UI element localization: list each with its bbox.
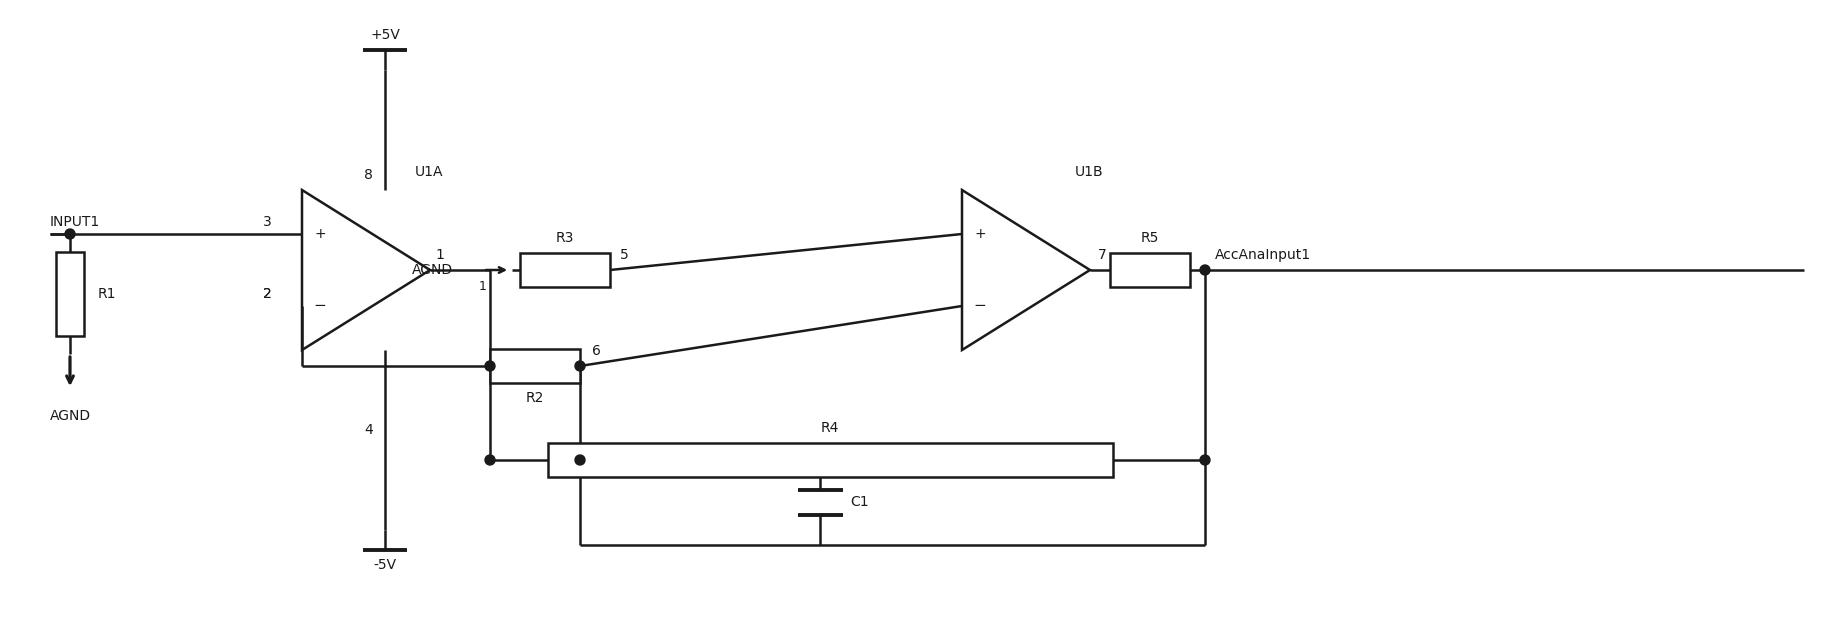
Circle shape <box>1199 455 1210 465</box>
Text: INPUT1: INPUT1 <box>50 215 101 229</box>
Text: AGND: AGND <box>413 263 453 277</box>
Text: AccAnaInput1: AccAnaInput1 <box>1214 248 1311 262</box>
Bar <box>57 252 84 336</box>
Text: R4: R4 <box>822 421 840 435</box>
Text: 1: 1 <box>479 280 488 293</box>
Text: 8: 8 <box>365 168 372 182</box>
Bar <box>1110 253 1190 287</box>
Circle shape <box>576 361 585 371</box>
Text: 1: 1 <box>435 248 444 262</box>
Text: 4: 4 <box>365 423 372 437</box>
Text: C1: C1 <box>851 495 869 509</box>
Text: −: − <box>974 298 987 313</box>
Text: R3: R3 <box>556 231 574 245</box>
Text: 3: 3 <box>264 215 271 229</box>
Text: 5: 5 <box>620 248 629 262</box>
Bar <box>490 349 580 383</box>
Text: 7: 7 <box>1099 248 1106 262</box>
Bar <box>521 253 611 287</box>
Circle shape <box>1199 265 1210 275</box>
Text: U1A: U1A <box>414 165 444 179</box>
Text: AGND: AGND <box>50 409 90 423</box>
Text: +: + <box>974 227 987 241</box>
Text: 6: 6 <box>592 344 602 358</box>
Text: R5: R5 <box>1141 231 1159 245</box>
Text: +: + <box>314 227 326 241</box>
Text: +5V: +5V <box>370 28 400 42</box>
Text: −: − <box>314 298 326 313</box>
Text: R1: R1 <box>97 287 117 301</box>
Circle shape <box>64 229 75 239</box>
Text: 2: 2 <box>264 287 271 301</box>
Bar <box>548 443 1113 477</box>
Text: 2: 2 <box>264 287 271 301</box>
Circle shape <box>576 455 585 465</box>
Text: -5V: -5V <box>374 558 396 572</box>
Circle shape <box>484 455 495 465</box>
Text: R2: R2 <box>526 391 545 405</box>
Circle shape <box>484 361 495 371</box>
Text: U1B: U1B <box>1075 165 1104 179</box>
